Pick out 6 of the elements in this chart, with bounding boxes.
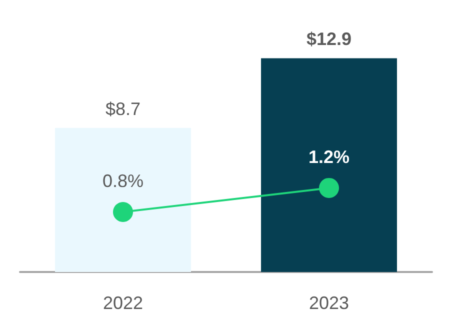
data-label: $12.9 [306, 29, 352, 50]
x-tick-label: 2023 [308, 293, 350, 313]
x-tick-label: 2022 [102, 293, 144, 313]
data-label: 0.8% [102, 170, 144, 191]
data-label: $8.7 [105, 98, 141, 119]
data-label: 1.2% [308, 146, 350, 167]
